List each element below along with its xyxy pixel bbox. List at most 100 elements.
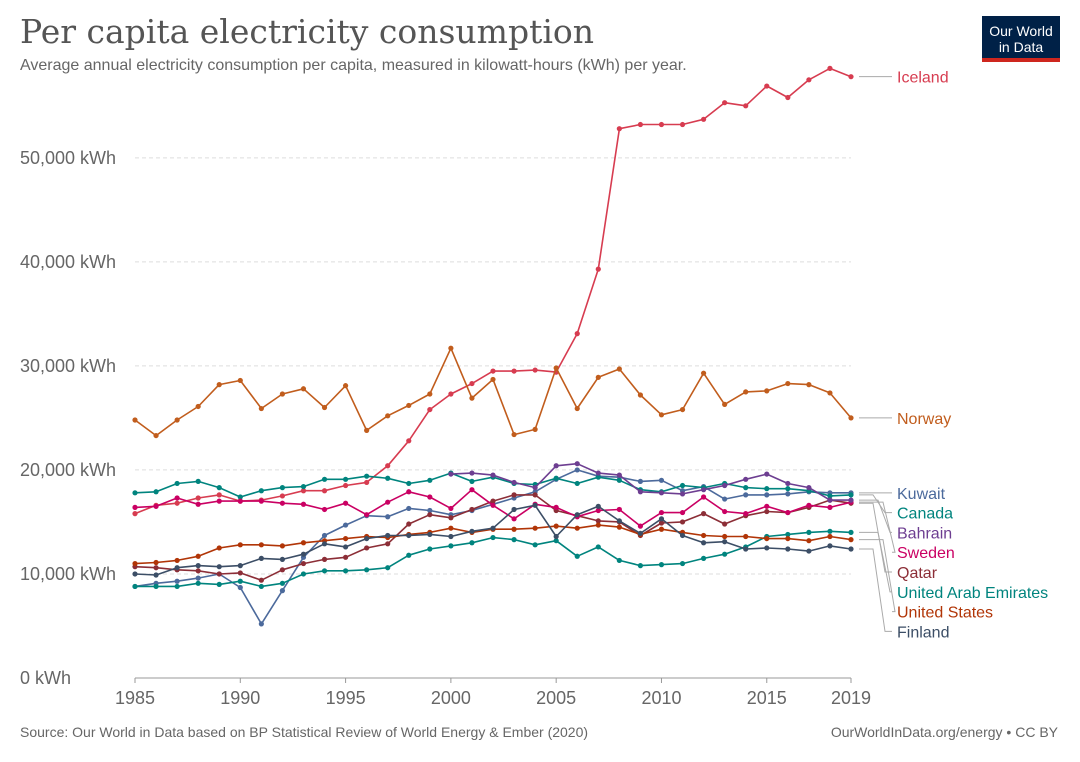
data-point (574, 480, 580, 487)
data-point (300, 560, 307, 567)
data-point (448, 505, 454, 512)
x-tick-label: 1995 (326, 688, 366, 708)
data-point (743, 492, 749, 498)
series-label-bahrain[interactable]: Bahrain (859, 499, 952, 542)
data-point (658, 490, 665, 496)
data-point (595, 544, 601, 550)
data-point (342, 383, 349, 389)
series-label-united-arab-emirates[interactable]: United Arab Emirates (859, 531, 1048, 602)
data-point (743, 476, 749, 482)
data-point (785, 486, 791, 492)
series-finland[interactable] (132, 502, 854, 578)
data-point (679, 482, 686, 489)
data-point (658, 526, 665, 532)
series-label-text: Iceland (897, 70, 949, 87)
data-point (785, 535, 791, 542)
data-point (216, 498, 222, 504)
data-point (743, 511, 749, 517)
y-tick-label: 10,000 kWh (20, 564, 116, 584)
data-point (511, 431, 517, 438)
data-point (469, 506, 475, 513)
data-point (743, 485, 749, 491)
data-point (132, 583, 138, 590)
data-point (553, 475, 559, 481)
data-point (490, 534, 496, 541)
data-point (195, 563, 201, 569)
series-label-finland[interactable]: Finland (859, 548, 949, 641)
data-point (574, 553, 580, 559)
data-point (595, 518, 601, 524)
data-point (364, 535, 370, 542)
x-tick-label: 2015 (747, 688, 787, 708)
data-point (427, 477, 433, 483)
credit-link[interactable]: OurWorldInData.org/energy • CC BY (830, 724, 1058, 740)
data-point (321, 488, 328, 494)
data-point (764, 535, 770, 542)
y-tick-label: 50,000 kWh (20, 148, 116, 168)
series-label-kuwait[interactable]: Kuwait (859, 486, 946, 503)
data-point (637, 478, 644, 484)
data-point (490, 368, 496, 374)
data-point (342, 544, 349, 550)
data-point (195, 575, 201, 581)
data-point (279, 567, 286, 573)
data-point (827, 528, 833, 534)
series-sweden[interactable] (132, 487, 854, 529)
data-point (574, 467, 580, 473)
data-point (785, 380, 791, 387)
data-point (385, 475, 391, 481)
data-point (532, 485, 538, 491)
data-point (195, 478, 201, 484)
data-point (679, 519, 686, 525)
series-iceland[interactable] (132, 65, 854, 517)
data-point (595, 374, 601, 380)
series-norway[interactable] (132, 345, 854, 439)
data-point (427, 512, 433, 518)
data-point (764, 486, 770, 492)
data-point (574, 512, 580, 518)
data-point (658, 520, 665, 526)
data-point (237, 542, 243, 548)
data-point (342, 535, 349, 542)
x-tick-label: 1990 (220, 688, 260, 708)
series-label-united-states[interactable]: United States (859, 539, 993, 622)
series-label-sweden[interactable]: Sweden (859, 501, 955, 562)
data-point (722, 533, 728, 540)
data-point (595, 266, 601, 272)
data-point (406, 438, 412, 444)
series-united-arab-emirates[interactable] (132, 528, 854, 590)
data-point (574, 461, 580, 467)
data-point (785, 509, 791, 516)
data-point (700, 532, 707, 539)
data-point (174, 557, 180, 564)
label-connector (859, 531, 892, 593)
series-bahrain[interactable] (448, 461, 854, 503)
data-point (216, 492, 222, 498)
series-label-text: Norway (897, 411, 951, 428)
data-point (279, 485, 286, 491)
data-point (279, 588, 286, 594)
owid-logo[interactable]: Our World in Data (982, 16, 1060, 62)
data-point (616, 477, 622, 483)
data-point (195, 580, 201, 586)
data-point (806, 538, 812, 544)
data-point (806, 485, 812, 491)
series-label-text: Sweden (897, 545, 955, 562)
data-point (216, 571, 222, 577)
series-label-text: Bahrain (897, 525, 952, 542)
data-point (279, 580, 286, 586)
data-point (679, 509, 686, 516)
y-tick-label: 0 kWh (20, 668, 71, 688)
series-label-norway[interactable]: Norway (859, 411, 951, 428)
data-point (237, 563, 243, 569)
data-point (616, 518, 622, 524)
series-qatar[interactable] (132, 492, 854, 583)
data-point (406, 532, 412, 539)
series-label-iceland[interactable]: Iceland (859, 70, 949, 87)
data-point (364, 545, 370, 551)
data-point (764, 545, 770, 551)
data-point (174, 578, 180, 584)
data-point (321, 541, 328, 547)
data-point (153, 489, 159, 495)
data-point (216, 485, 222, 491)
